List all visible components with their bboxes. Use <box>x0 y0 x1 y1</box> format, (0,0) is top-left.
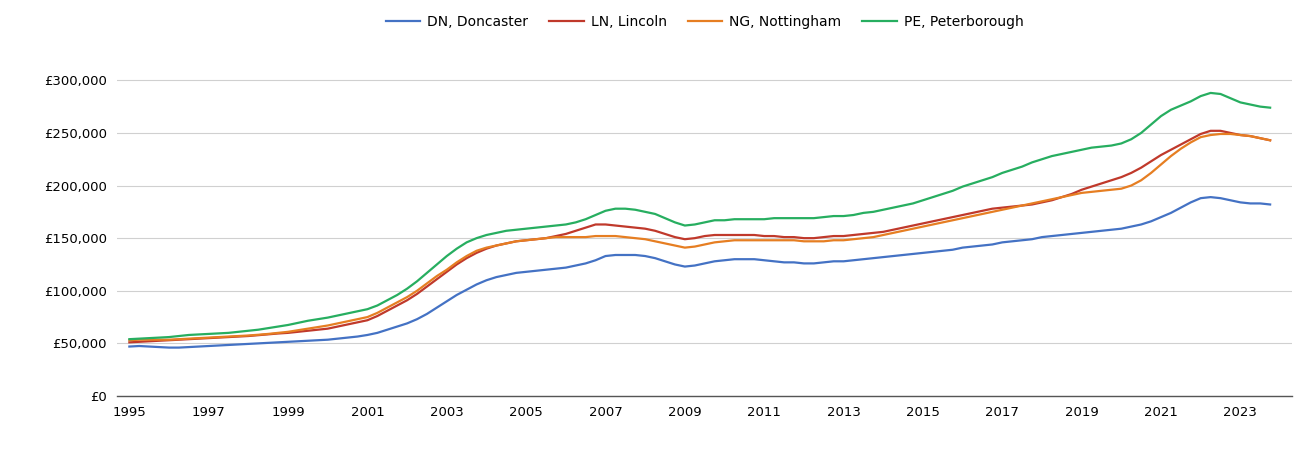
LN, Lincoln <box>1203 128 1219 134</box>
DN, Doncaster <box>1262 202 1278 207</box>
DN, Doncaster <box>1182 200 1198 205</box>
Line: NG, Nottingham: NG, Nottingham <box>129 134 1270 340</box>
LN, Lincoln <box>509 238 525 244</box>
Line: PE, Peterborough: PE, Peterborough <box>129 93 1270 339</box>
NG, Nottingham <box>1074 190 1090 196</box>
Legend: DN, Doncaster, LN, Lincoln, NG, Nottingham, PE, Peterborough: DN, Doncaster, LN, Lincoln, NG, Nottingh… <box>380 9 1030 35</box>
Line: DN, Doncaster: DN, Doncaster <box>129 197 1270 347</box>
LN, Lincoln <box>885 227 900 233</box>
NG, Nottingham <box>816 238 831 244</box>
NG, Nottingham <box>1044 197 1060 202</box>
PE, Peterborough <box>816 214 831 220</box>
NG, Nottingham <box>1173 146 1189 151</box>
LN, Lincoln <box>1074 187 1090 193</box>
DN, Doncaster <box>1203 194 1219 200</box>
PE, Peterborough <box>509 227 525 233</box>
DN, Doncaster <box>895 252 911 258</box>
LN, Lincoln <box>1044 198 1060 203</box>
PE, Peterborough <box>1044 153 1060 159</box>
NG, Nottingham <box>1212 131 1228 137</box>
DN, Doncaster <box>162 345 177 350</box>
NG, Nottingham <box>121 338 137 343</box>
PE, Peterborough <box>885 205 900 210</box>
Line: LN, Lincoln: LN, Lincoln <box>129 131 1270 342</box>
PE, Peterborough <box>1173 103 1189 108</box>
LN, Lincoln <box>1262 138 1278 143</box>
PE, Peterborough <box>1074 147 1090 153</box>
DN, Doncaster <box>1083 229 1099 234</box>
DN, Doncaster <box>121 344 137 349</box>
LN, Lincoln <box>121 340 137 345</box>
DN, Doncaster <box>1054 232 1070 238</box>
DN, Doncaster <box>826 259 842 264</box>
LN, Lincoln <box>816 234 831 240</box>
PE, Peterborough <box>1203 90 1219 96</box>
PE, Peterborough <box>1262 105 1278 110</box>
NG, Nottingham <box>509 238 525 244</box>
PE, Peterborough <box>121 337 137 342</box>
NG, Nottingham <box>1262 138 1278 143</box>
LN, Lincoln <box>1173 142 1189 147</box>
DN, Doncaster <box>518 269 534 274</box>
NG, Nottingham <box>885 230 900 236</box>
